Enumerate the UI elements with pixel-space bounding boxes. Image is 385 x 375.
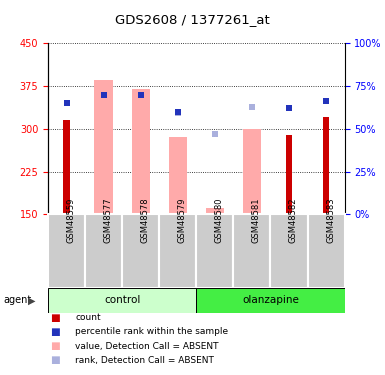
Text: GSM48580: GSM48580	[215, 198, 224, 243]
Text: ■: ■	[50, 341, 60, 351]
Text: olanzapine: olanzapine	[242, 296, 299, 305]
Text: GDS2608 / 1377261_at: GDS2608 / 1377261_at	[115, 13, 270, 26]
Bar	[48, 288, 196, 313]
Text: GSM48583: GSM48583	[326, 198, 335, 243]
Bar	[323, 117, 330, 214]
Text: percentile rank within the sample: percentile rank within the sample	[75, 327, 228, 336]
Bar	[63, 120, 70, 214]
Text: GSM48559: GSM48559	[67, 198, 76, 243]
Bar	[196, 214, 233, 288]
Text: GSM48578: GSM48578	[141, 198, 150, 243]
Text: count: count	[75, 313, 101, 322]
Text: GSM48581: GSM48581	[252, 198, 261, 243]
Bar	[159, 214, 196, 288]
Bar	[122, 214, 159, 288]
Bar	[286, 135, 292, 214]
Text: agent: agent	[4, 296, 32, 305]
Bar	[169, 137, 187, 214]
Text: ■: ■	[50, 327, 60, 337]
Text: value, Detection Call = ABSENT: value, Detection Call = ABSENT	[75, 342, 219, 351]
Text: GSM48577: GSM48577	[104, 198, 113, 243]
Bar	[308, 214, 345, 288]
Text: GSM48579: GSM48579	[178, 198, 187, 243]
Bar	[206, 208, 224, 214]
Bar	[94, 80, 113, 214]
Text: ▶: ▶	[28, 296, 36, 305]
Bar	[132, 89, 150, 214]
Text: control: control	[104, 296, 141, 305]
Bar	[243, 129, 261, 214]
Bar	[85, 214, 122, 288]
Bar	[48, 214, 85, 288]
Bar	[233, 214, 270, 288]
Text: ■: ■	[50, 356, 60, 365]
Text: ■: ■	[50, 313, 60, 322]
Text: rank, Detection Call = ABSENT: rank, Detection Call = ABSENT	[75, 356, 214, 365]
Bar	[270, 214, 308, 288]
Bar	[196, 288, 345, 313]
Text: GSM48582: GSM48582	[289, 198, 298, 243]
